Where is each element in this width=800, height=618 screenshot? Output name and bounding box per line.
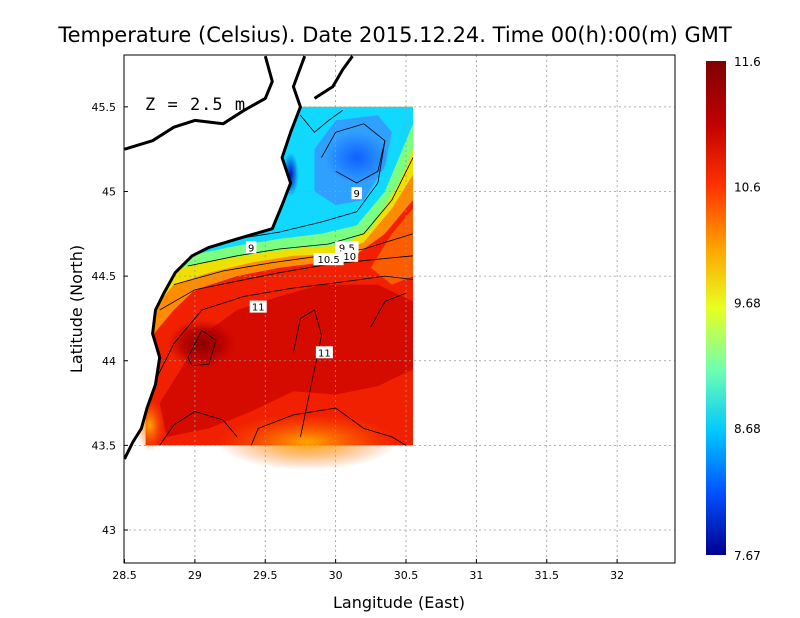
colorbar — [706, 61, 726, 555]
contour-label-bg — [313, 253, 344, 266]
chart-title: Temperature (Celsius). Date 2015.12.24. … — [57, 23, 732, 47]
x-tick-label: 29.5 — [253, 569, 278, 582]
depth-annotation: Z = 2.5 m — [145, 95, 246, 115]
y-tick-label: 45 — [102, 186, 116, 199]
contour-label: 9 — [354, 189, 360, 200]
coastline — [124, 55, 307, 460]
colorbar-tick-label: 9.68 — [734, 296, 761, 310]
plot-area: 9 9 9.510 10.5 11 11 — [124, 55, 675, 563]
y-tick-label: 43 — [102, 524, 116, 537]
field-dark-red — [159, 284, 413, 437]
x-tick-label: 30.5 — [394, 569, 419, 582]
x-tick-label: 31 — [469, 569, 483, 582]
field-orange-east — [370, 208, 413, 285]
colorbar-tick-label: 8.68 — [734, 422, 761, 436]
contour-line — [159, 255, 414, 311]
contour-label: 10.5 — [317, 255, 339, 266]
contour-line — [187, 329, 217, 367]
y-tick-label: 45.5 — [92, 101, 117, 114]
y-axis-ticks: 43 43.5 44 44.5 45 45.5 — [92, 101, 128, 537]
colorbar-tick-label: 7.67 — [734, 549, 761, 563]
plot-frame — [123, 54, 676, 564]
contour-label-bg — [341, 249, 359, 262]
x-axis-label: Langitude (East) — [333, 593, 465, 612]
coastline-bay — [124, 55, 274, 151]
land-mask — [124, 55, 305, 459]
contour-line — [159, 411, 238, 446]
contour-line — [187, 157, 414, 267]
contour-line — [370, 292, 407, 328]
colorbar-ticks: 11.6 10.6 9.68 8.68 7.67 — [734, 55, 761, 563]
x-tick-label: 28.5 — [112, 569, 137, 582]
contour-label-bg — [351, 187, 362, 200]
field-core — [167, 319, 236, 368]
y-tick-label: 43.5 — [92, 439, 117, 452]
coastline-north — [313, 55, 354, 100]
contour-label-bg — [245, 241, 257, 254]
x-tick-label: 30 — [329, 569, 343, 582]
colorbar-tick-label: 11.6 — [734, 55, 761, 69]
contour-label-bg — [249, 300, 267, 313]
contour-label: 11 — [318, 348, 331, 359]
x-tick-label: 32 — [610, 569, 624, 582]
y-tick-label: 44.5 — [92, 270, 117, 283]
contour-label-bg — [315, 346, 333, 359]
contour-line — [335, 140, 386, 184]
contour-label: 10 — [343, 252, 356, 263]
contour-line — [293, 309, 322, 437]
contour-labels: 9 9 9.510 10.5 11 11 — [245, 187, 362, 359]
contour-line — [300, 109, 343, 133]
contour-label: 9.5 — [339, 243, 355, 254]
colorbar-tick-label: 10.6 — [734, 181, 761, 195]
contour-line — [173, 233, 414, 285]
x-tick-label: 31.5 — [535, 569, 560, 582]
field-blue-core — [324, 131, 389, 184]
y-axis-label: Latitude (North) — [67, 245, 86, 373]
contour-line — [237, 123, 386, 240]
contour-line — [152, 275, 414, 387]
contour-lines — [152, 109, 414, 446]
y-tick-label: 44 — [102, 355, 116, 368]
contour-label: 9 — [248, 243, 254, 254]
field-orange-south — [217, 413, 398, 470]
x-tick-label: 29 — [188, 569, 202, 582]
x-axis-ticks: 28.5 29 29.5 30 30.5 31 31.5 32 — [112, 559, 624, 582]
contour-line — [250, 407, 407, 446]
contour-label: 11 — [252, 303, 265, 314]
